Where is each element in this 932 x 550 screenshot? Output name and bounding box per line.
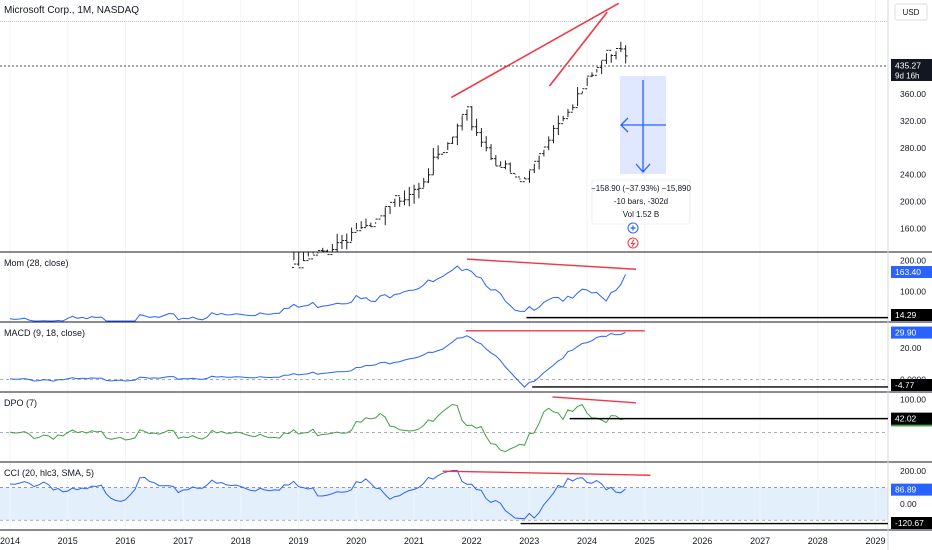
cci-tick-label: 200.00 <box>900 466 926 476</box>
dpo-level-badge <box>891 412 932 425</box>
mom-tick-label: 200.00 <box>900 256 926 266</box>
x-axis-label: 2023 <box>519 536 539 546</box>
x-axis-label: 2029 <box>865 536 885 546</box>
x-axis-label: 2014 <box>0 536 20 546</box>
measure-label-box <box>591 179 691 225</box>
mom-tick-label: 100.00 <box>900 286 926 296</box>
x-axis-label: 2021 <box>404 536 424 546</box>
price-tick-label: 320.00 <box>900 116 926 126</box>
x-axis-label: 2022 <box>462 536 482 546</box>
currency-button[interactable] <box>894 3 928 21</box>
price-tick-label: 280.00 <box>900 143 926 153</box>
macd-title: MACD (9, 18, close) <box>4 328 85 338</box>
x-axis-label: 2020 <box>346 536 366 546</box>
x-axis-label: 2024 <box>577 536 597 546</box>
lightning-icon <box>630 239 636 247</box>
mom-line <box>9 265 626 322</box>
mom-value: 163.40 <box>895 267 921 277</box>
macd-level-value: -4.77 <box>895 380 915 390</box>
mom-title: Mom (28, close) <box>4 258 69 268</box>
mom-level-value: 14.29 <box>895 310 917 320</box>
dpo-title: DPO (7) <box>4 398 37 408</box>
price-badge-countdown: 9d 16h <box>895 72 919 81</box>
macd-value: 29.90 <box>895 328 917 338</box>
macd-line <box>9 332 626 388</box>
price-tick-label: 200.00 <box>900 197 926 207</box>
cci-level-badge <box>891 517 932 529</box>
x-axis-label: 2026 <box>692 536 712 546</box>
dpo-level-value: 42.02 <box>895 414 917 424</box>
x-axis-label: 2015 <box>58 536 78 546</box>
price-badge-value: 435.27 <box>895 61 921 71</box>
macd-zero-label: 0.0000 <box>900 374 926 384</box>
dpo-divergence-line <box>552 396 637 404</box>
cci-divergence-line <box>442 470 651 476</box>
cci-line <box>9 469 626 520</box>
price-tick-label: 360.00 <box>900 89 926 99</box>
mom-divergence-line <box>466 258 637 270</box>
x-axis-label: 2017 <box>173 536 193 546</box>
measure-arrow-left <box>620 117 629 133</box>
measure-change: −158.90 (−37.93%) −15,890 <box>591 184 691 193</box>
dpo-tick-label: 100.00 <box>900 395 926 405</box>
cci-value: 86.89 <box>895 485 917 495</box>
plus-icon <box>630 225 636 231</box>
trendline-long <box>451 2 620 99</box>
measure-volume: Vol 1.52 B <box>623 210 659 219</box>
x-axis-label: 2027 <box>750 536 770 546</box>
x-axis-label: 2025 <box>635 536 655 546</box>
x-axis-label: 2018 <box>231 536 251 546</box>
cci-title: CCI (20, hlc3, SMA, 5) <box>4 468 94 478</box>
macd-tick-label: 20.00 <box>900 343 922 353</box>
dpo-line <box>9 403 626 453</box>
measure-bars: -10 bars, -302d <box>614 197 668 206</box>
mom-level-badge <box>891 309 932 321</box>
cci-value-badge <box>891 483 932 496</box>
macd-level-badge <box>891 379 932 391</box>
symbol-title: Microsoft Corp., 1M, NASDAQ <box>4 5 139 16</box>
measure-arrow-down <box>635 163 651 173</box>
price-badge <box>891 59 932 81</box>
cci-level-value: -120.67 <box>895 518 924 528</box>
macd-value-badge <box>891 326 932 339</box>
cci-band <box>0 487 888 521</box>
trendline-short <box>548 11 608 87</box>
x-axis-label: 2016 <box>115 536 135 546</box>
currency-label: USD <box>903 8 920 17</box>
x-axis-label: 2028 <box>808 536 828 546</box>
cci-tick-label: 0.00 <box>900 499 917 509</box>
mom-value-badge <box>891 266 932 279</box>
price-tick-label: 240.00 <box>900 170 926 180</box>
x-axis-label: 2019 <box>288 536 308 546</box>
price-tick-label: 160.00 <box>900 223 926 233</box>
